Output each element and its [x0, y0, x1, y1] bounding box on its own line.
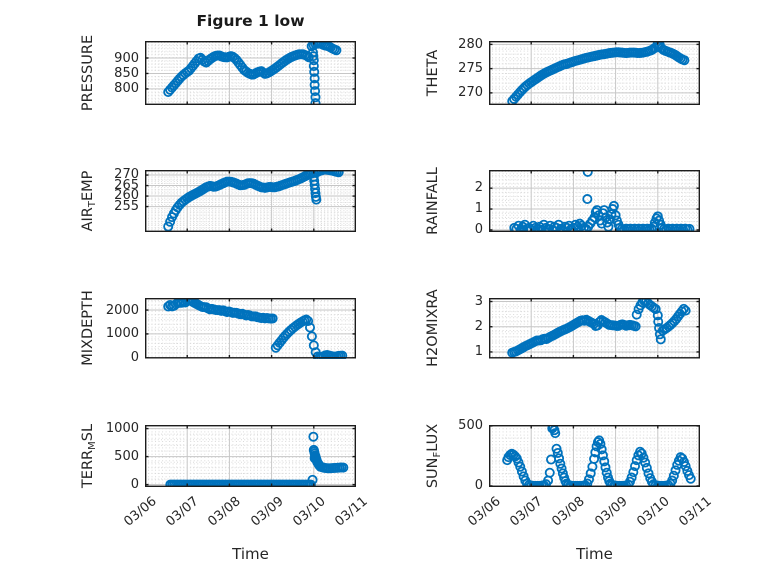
y-axis-label-subscript: T	[87, 200, 98, 207]
axes-box	[145, 169, 356, 232]
y-tick-label: 500	[458, 418, 483, 434]
y-tick-label: 500	[114, 448, 139, 464]
y-axis-label-text: LUX	[425, 423, 441, 452]
x-axis-label-left: Time	[232, 545, 269, 563]
y-axis-label-text: SL	[80, 423, 96, 441]
y-tick-label: 0	[130, 350, 139, 366]
y-tick-label: 1000	[105, 326, 139, 342]
y-axis-label-text: MIXDEPTH	[80, 290, 96, 367]
y-axis-label-h2omixra: H2OMIXRA	[424, 258, 442, 398]
y-tick-label: 255	[114, 198, 139, 214]
data-markers	[165, 431, 349, 487]
plot-pressure	[145, 41, 356, 105]
x-axis-label-right: Time	[576, 545, 613, 563]
axes-box	[489, 41, 700, 105]
y-axis-label-terrmsl: TERRMSL	[79, 386, 98, 526]
y-axis-label-text: SUN	[425, 457, 441, 488]
data-markers	[163, 298, 348, 359]
y-axis-label-mixdepth: MIXDEPTH	[79, 258, 97, 398]
axes-box	[145, 298, 356, 359]
plot-rainfall	[489, 169, 700, 232]
data-markers	[507, 298, 691, 358]
y-tick-label: 0	[474, 221, 483, 237]
minor-grid	[145, 424, 356, 487]
y-axis-label-text: EMP	[80, 170, 96, 201]
axes-box	[145, 424, 356, 487]
minor-grid	[145, 298, 356, 359]
y-tick-label: 1	[474, 201, 483, 217]
figure-title: Figure 1 low	[196, 12, 305, 30]
y-axis-label-text: RAINFALL	[425, 166, 441, 235]
major-grid	[489, 41, 700, 105]
y-axis-label-text: H2OMIXRA	[425, 289, 441, 368]
y-tick-label: 1	[474, 344, 483, 360]
y-axis-label-subscript: F	[432, 451, 443, 458]
axes-box	[489, 298, 700, 359]
y-tick-label: 0	[130, 476, 139, 492]
plot-theta	[489, 41, 700, 105]
y-tick-label: 265	[114, 177, 139, 193]
y-tick-label: 280	[458, 36, 483, 52]
data-markers	[507, 41, 690, 105]
y-tick-label: 270	[114, 167, 139, 183]
y-axis-label-text: AIR	[80, 206, 96, 231]
y-axis-label-rainfall: RAINFALL	[424, 131, 442, 271]
y-tick-label: 260	[114, 188, 139, 204]
plot-terrmsl	[145, 424, 356, 487]
y-axis-label-pressure: PRESSURE	[79, 3, 97, 143]
axes-box	[145, 41, 356, 105]
y-axis-label-sunflux: SUNFLUX	[424, 386, 443, 526]
y-tick-label: 270	[458, 85, 483, 101]
axes-box	[489, 424, 700, 487]
y-tick-label: 1000	[105, 420, 139, 436]
plot-mixdepth	[145, 298, 356, 359]
y-tick-label: 850	[114, 65, 139, 81]
minor-grid	[489, 298, 700, 359]
y-tick-label: 275	[458, 61, 483, 77]
y-axis-label-airtemp: AIRTEMP	[79, 131, 98, 271]
data-markers	[163, 41, 342, 105]
plot-sunflux	[489, 424, 700, 487]
y-tick-label: 2	[474, 319, 483, 335]
y-tick-label: 900	[114, 50, 139, 66]
plot-airtemp	[145, 169, 356, 232]
y-axis-label-subscript: M	[87, 440, 98, 450]
y-tick-label: 2	[474, 180, 483, 196]
y-tick-label: 0	[474, 478, 483, 494]
y-tick-label: 3	[474, 294, 483, 310]
data-markers	[509, 169, 695, 232]
data-markers	[163, 169, 344, 232]
y-tick-label: 800	[114, 81, 139, 97]
y-tick-label: 2000	[105, 302, 139, 318]
y-axis-label-text: THETA	[425, 49, 441, 97]
axes-box	[489, 169, 700, 232]
y-axis-label-theta: THETA	[424, 3, 442, 143]
y-axis-label-text: TERR	[80, 449, 96, 488]
plot-h2omixra	[489, 298, 700, 359]
y-axis-label-text: PRESSURE	[80, 34, 96, 112]
